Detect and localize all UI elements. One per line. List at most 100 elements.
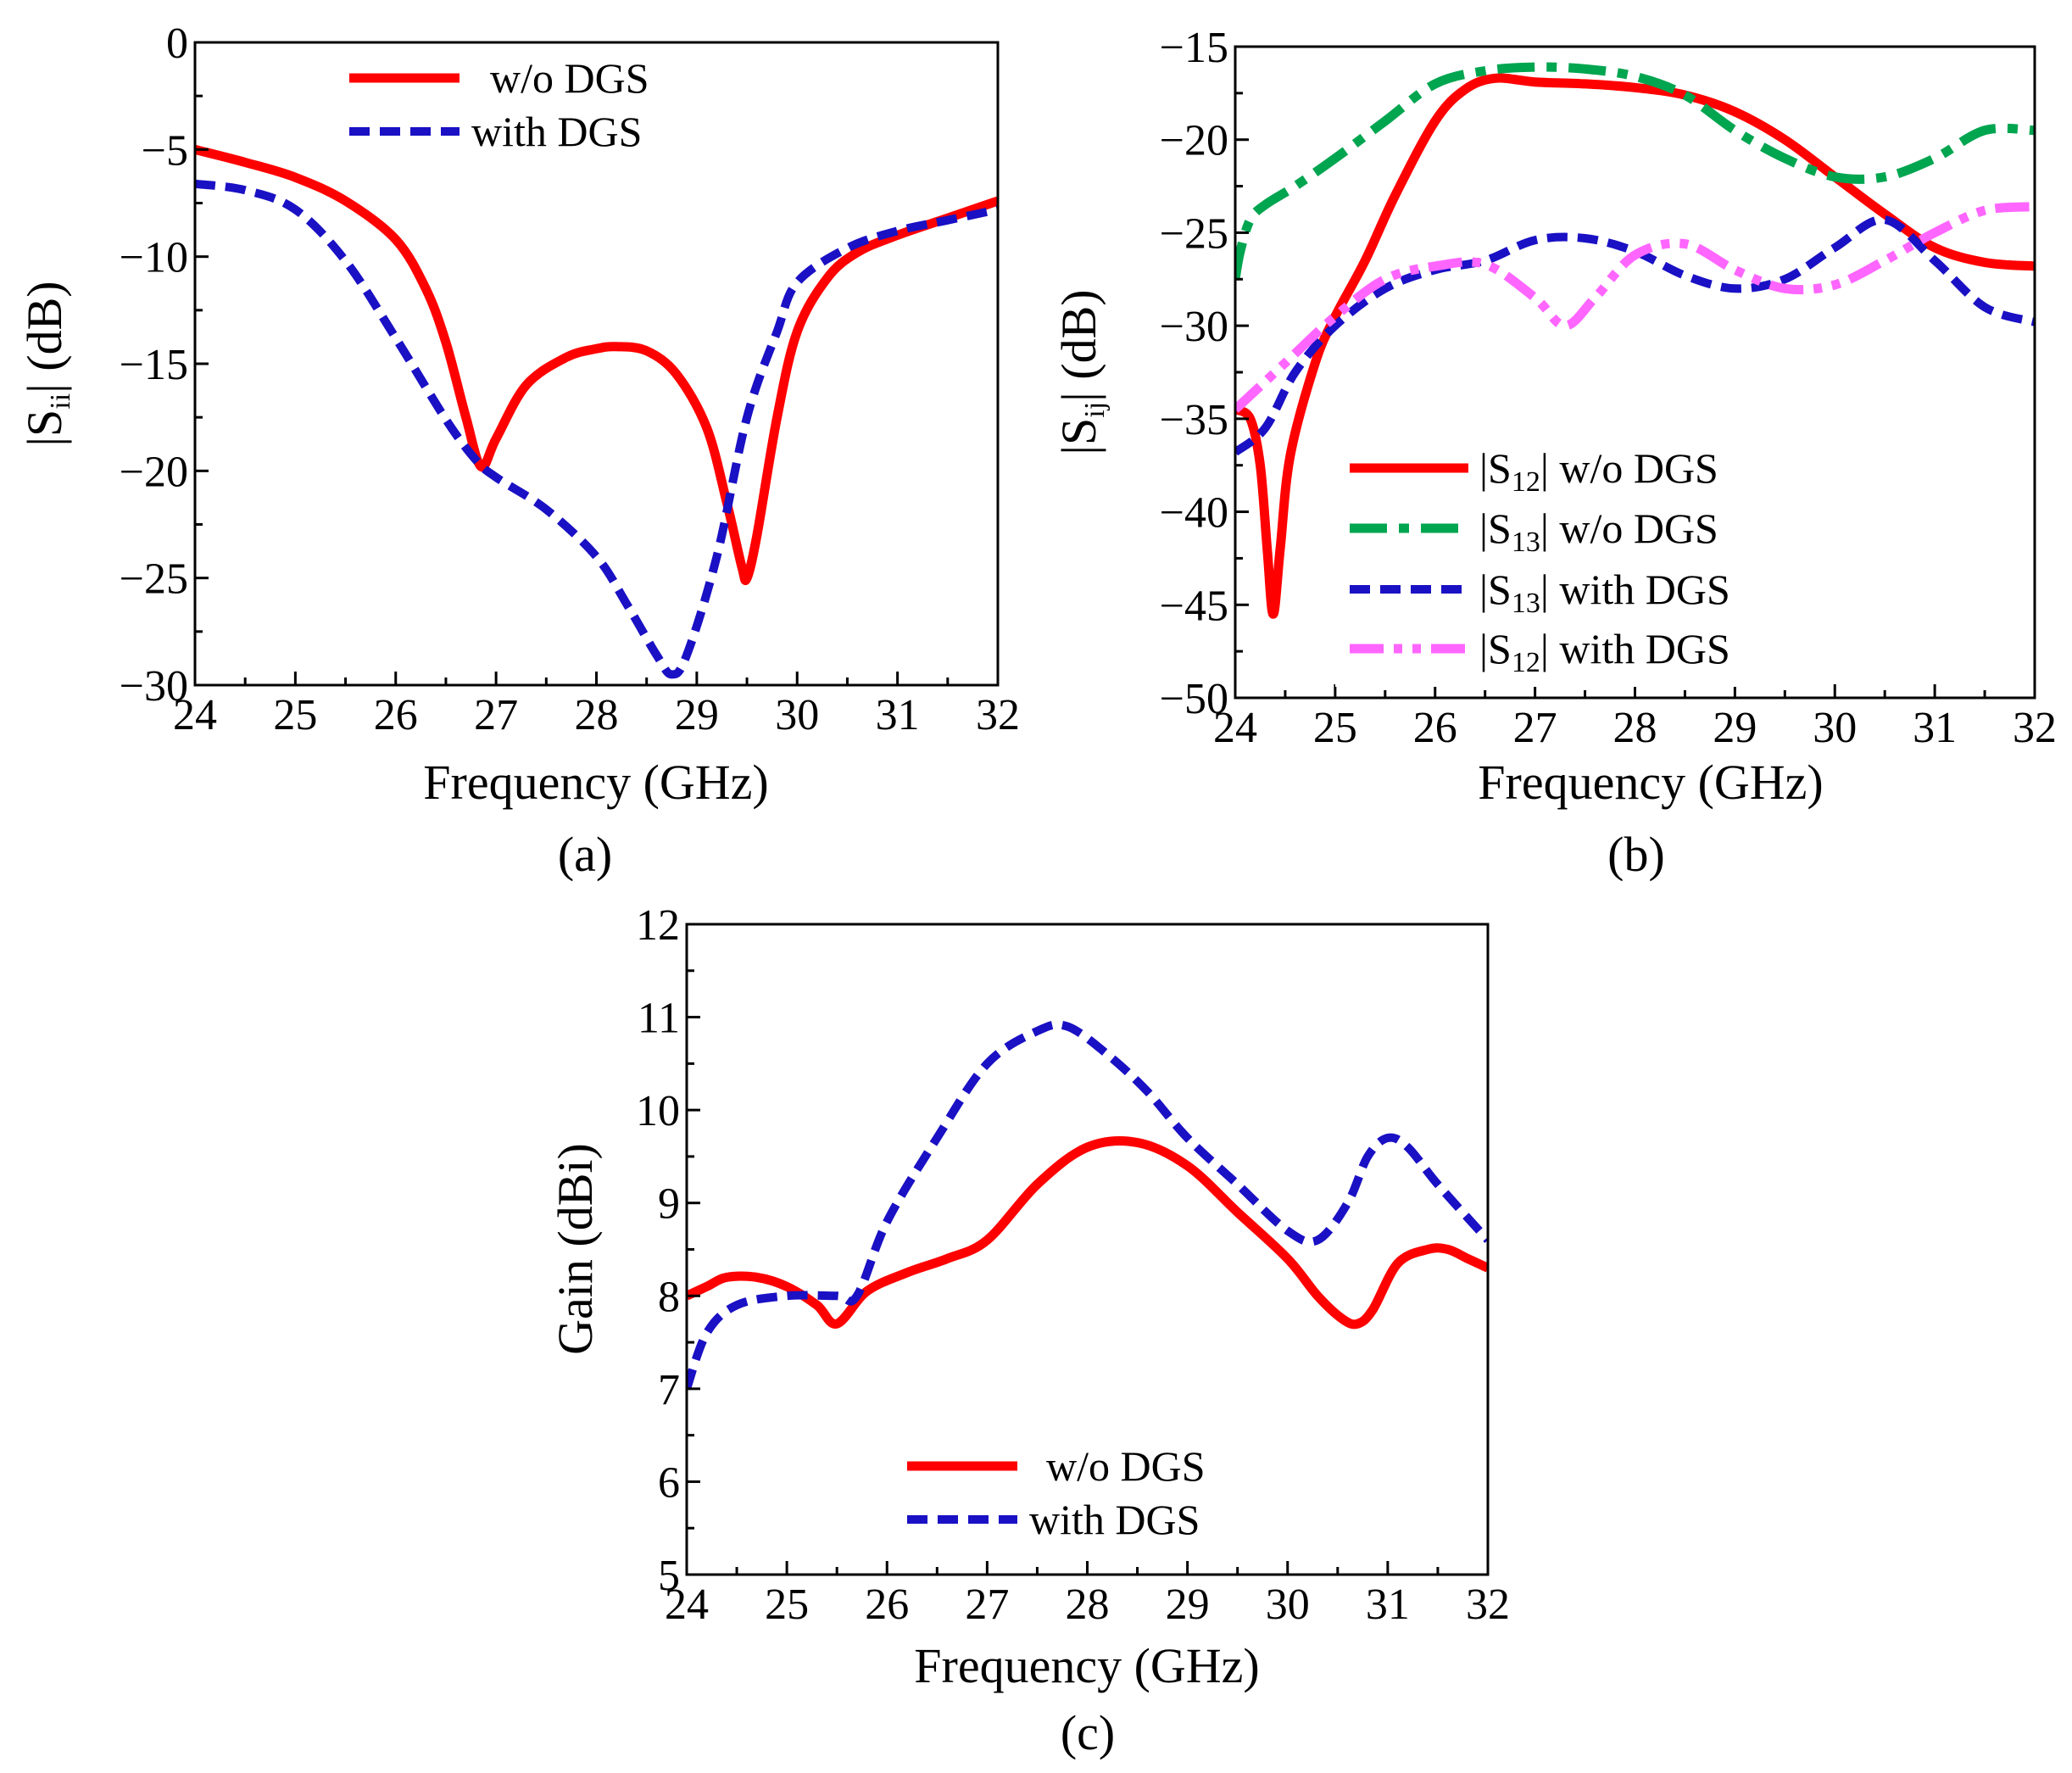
panel-b-legend-s12-with-pre: |S [1479,625,1512,672]
panel-b-x-tick-label: 27 [1513,704,1557,752]
panel-b-y-tick-label: −30 [1160,303,1228,351]
panel-c-y-axis-label: Gain (dBi) [548,1143,603,1355]
panel-b-series-line-4 [1235,202,2035,413]
panel-b-y-axis-label-sub: ij [1079,402,1111,418]
panel-c-x-tick-label: 29 [1166,1581,1210,1629]
panel-c-series-line-1 [687,1135,1488,1330]
panel-c-series-line-2 [687,1020,1488,1391]
panel-b-ticks: 24 25 26 27 28 29 30 31 32 −15 −20 −25 −30 −35 −40 −45 −… [1160,24,2057,752]
panel-b-x-tick-label: 24 [1213,704,1257,752]
panel-a-series [195,144,998,679]
panel-b-y-tick-label: −45 [1160,582,1228,630]
panel-b-legend-s13-with-pre: |S [1479,566,1512,613]
panel-c-y-tick-label: 5 [658,1552,680,1600]
panel-b-y-axis-label: |Sij| (dB) [1051,289,1111,454]
panel-b-legend-s13-wo-sub: 13 [1512,527,1540,558]
panel-b-legend-s13-wo-post: | w/o DGS [1540,505,1718,552]
panel-a-series-line-1 [195,144,998,585]
panel-c-y-tick-label: 9 [658,1180,680,1229]
panel-a-y-tick-label: −5 [142,126,188,175]
panel-c-y-tick-label: 8 [658,1273,680,1321]
panel-c-x-tick-label: 28 [1066,1581,1110,1629]
panel-a-x-tick-label: 28 [575,691,619,739]
panel-c-y-tick-label: 6 [658,1458,680,1507]
panel-a-y-tick-label: −15 [120,341,188,389]
panel-c-caption: (c) [1061,1705,1115,1760]
chart-panel-b: 24 25 26 27 28 29 30 31 32 −15 −20 −25 −30 −35 −40 −45 −… [1051,24,2057,882]
panel-a-x-tick-label: 31 [876,691,920,739]
panel-a-y-tick-label: −10 [120,234,188,282]
panel-b-y-tick-label: −35 [1160,396,1228,444]
panel-b-legend-s13-wo-pre: |S [1479,505,1512,552]
panel-c-x-tick-label: 30 [1266,1581,1310,1629]
panel-a-caption: (a) [558,827,612,882]
panel-b-x-tick-label: 31 [1913,704,1957,752]
panel-a-y-tick-label: −20 [120,448,188,496]
panel-c-ticks: 24 25 26 27 28 29 30 31 32 5 6 7 8 9 10 11 12 [636,901,1510,1629]
panel-a-series-line-2 [195,179,998,679]
panel-a-ticks: 24 25 26 27 28 29 30 31 32 0 −5 −10 −15 −20 −25 −30 [120,20,1020,739]
panel-a-x-tick-label: 24 [173,691,217,739]
panel-a-x-tick-label: 32 [976,691,1020,739]
panel-b-legend-s12-wo-sub: 12 [1512,466,1540,498]
panel-a-y-axis-label-sub: ii [45,393,76,410]
panel-b-legend-label-s13-with: |S13| with DGS [1479,566,1730,619]
panel-b-legend-s12-with-sub: 12 [1512,647,1540,678]
chart-panel-a: 24 25 26 27 28 29 30 31 32 0 −5 −10 −15 −20 −25 −30 Fre… [17,20,1020,882]
panel-b-y-tick-label: −40 [1160,489,1228,538]
panel-b-legend-s12-wo-pre: |S [1479,444,1512,492]
panel-b-x-tick-label: 25 [1313,704,1357,752]
panel-c-x-tick-label: 26 [865,1581,909,1629]
panel-b-series-line-3 [1235,215,2035,456]
panel-c-x-axis-label: Frequency (GHz) [914,1638,1259,1693]
panel-c-y-axis-label-pre: Gain (dBi) [548,1143,603,1355]
panel-b-legend-label-s12-wo: |S12| w/o DGS [1479,444,1718,498]
panel-b-legend-label-s12-with: |S12| with DGS [1479,625,1730,678]
panel-a-y-tick-label: −25 [120,555,188,604]
panel-a-legend-label-wo-dgs: w/o DGS [490,54,649,102]
panel-b-legend-s12-with-post: | with DGS [1540,625,1730,672]
panel-c-x-tick-label: 32 [1466,1581,1510,1629]
panel-b-legend-s13-with-sub: 13 [1512,588,1540,619]
panel-c-y-tick-label: 11 [638,995,680,1043]
panel-c-legend: w/o DGS with DGS [907,1442,1206,1543]
panel-b-y-tick-label: −25 [1160,209,1228,258]
panel-a-y-tick-label: 0 [166,20,188,68]
panel-b-x-tick-label: 29 [1713,704,1757,752]
panel-b-legend-s13-with-post: | with DGS [1540,566,1730,613]
panel-b-legend-label-s13-wo: |S13| w/o DGS [1479,505,1718,558]
panel-b-y-tick-label: −20 [1160,117,1228,165]
panel-b-y-axis-label-pre: |S [1051,418,1106,455]
panel-a-x-tick-label: 29 [675,691,719,739]
panel-c-y-tick-label: 7 [658,1366,680,1414]
panel-a-legend: w/o DGS with DGS [349,54,649,155]
panel-b-y-tick-label: −15 [1160,24,1228,72]
panel-b-series [1235,62,2035,619]
panel-b-x-tick-label: 32 [2013,704,2057,752]
panel-b-y-axis-label-post: | (dB) [1051,289,1106,401]
panel-c-series [687,1020,1488,1391]
panel-c-y-tick-label: 10 [636,1087,680,1135]
panel-c-x-tick-label: 27 [965,1581,1009,1629]
panel-b-x-tick-label: 26 [1413,704,1457,752]
panel-c-x-tick-label: 25 [765,1581,809,1629]
panel-a-x-axis-label: Frequency (GHz) [423,755,768,810]
panel-b-x-axis-label: Frequency (GHz) [1478,755,1823,810]
panel-b-series-line-2 [1235,62,2035,281]
chart-panel-c: 24 25 26 27 28 29 30 31 32 5 6 7 8 9 10 11 12 Frequency … [548,901,1510,1760]
panel-a-y-axis-label: |Sii| (dB) [17,281,76,446]
panel-c-x-tick-label: 24 [665,1581,709,1629]
panel-a-x-tick-label: 30 [775,691,819,739]
panel-a-y-tick-label: −30 [120,662,188,711]
panel-a-y-axis-label-pre: |S [17,410,72,447]
panel-b-y-tick-label: −50 [1160,675,1228,723]
panel-a-y-axis-label-post: | (dB) [17,281,72,393]
panel-a-x-tick-label: 26 [374,691,418,739]
panel-a-x-tick-label: 25 [273,691,317,739]
panel-a-legend-label-with-dgs: with DGS [471,108,642,155]
panel-c-y-tick-label: 12 [636,901,680,950]
panel-b-x-tick-label: 28 [1613,704,1657,752]
panel-c-legend-label-with-dgs: with DGS [1029,1496,1200,1543]
panel-c-x-tick-label: 31 [1366,1581,1410,1629]
